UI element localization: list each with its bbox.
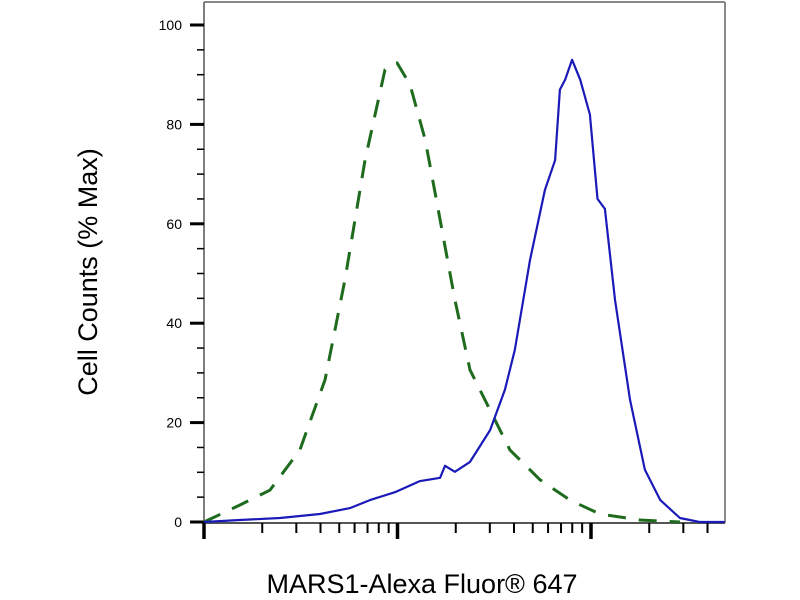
- y-axis: 0 20 40 60 80 100: [159, 17, 204, 530]
- x-axis: [202, 523, 709, 539]
- y-tick-label: 80: [166, 116, 182, 132]
- sample-histogram-line: [203, 58, 725, 524]
- y-tick-label: 60: [166, 216, 182, 232]
- y-tick-label: 0: [174, 514, 182, 530]
- plot-frame: [203, 1, 726, 524]
- x-axis-title: MARS1-Alexa Fluor® 647: [266, 569, 577, 599]
- control-histogram-line: [203, 61, 680, 524]
- series-group: [203, 58, 725, 524]
- y-axis-title: Cell Counts (% Max): [73, 148, 103, 396]
- y-tick-label: 20: [166, 415, 182, 431]
- y-tick-label: 100: [159, 17, 183, 33]
- y-tick-label: 40: [166, 315, 182, 331]
